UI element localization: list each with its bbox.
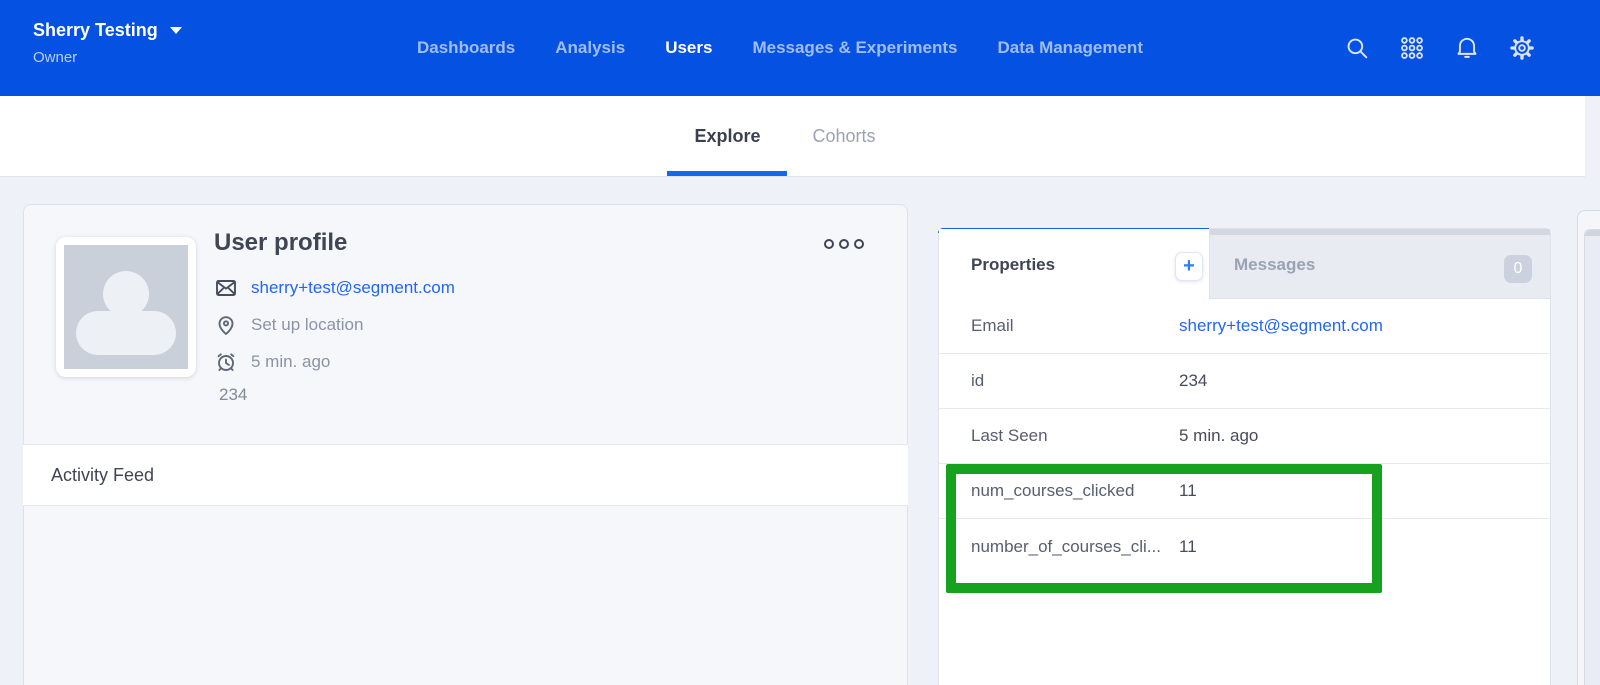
workspace-name[interactable]: Sherry Testing: [33, 20, 158, 40]
location-pin-icon: [214, 313, 238, 337]
profile-last-seen: 5 min. ago: [251, 351, 331, 371]
notifications-bell-icon[interactable]: [1454, 35, 1480, 61]
properties-table: Email sherry+test@segment.com id 234 Las…: [939, 299, 1550, 574]
property-value: 234: [1179, 371, 1208, 390]
property-value-email-link[interactable]: sherry+test@segment.com: [1179, 316, 1383, 335]
nav-item-messages-experiments[interactable]: Messages & Experiments: [752, 38, 958, 57]
activity-feed-title: Activity Feed: [51, 464, 155, 485]
add-property-button[interactable]: +: [1175, 252, 1203, 281]
profile-user-id: 234: [219, 385, 248, 404]
nav-item-analysis[interactable]: Analysis: [555, 38, 626, 57]
activity-feed-section: Activity Feed: [23, 444, 908, 506]
messages-count-badge: 0: [1504, 255, 1532, 283]
profile-email-link[interactable]: sherry+test@segment.com: [251, 277, 455, 297]
envelope-icon: [214, 276, 238, 300]
messages-tab-label: Messages: [1234, 255, 1316, 274]
property-value: 5 min. ago: [1179, 426, 1259, 445]
table-row-last-seen: Last Seen 5 min. ago: [939, 409, 1550, 464]
next-card-sliver: [1577, 210, 1600, 685]
tab-messages[interactable]: Messages 0: [1209, 229, 1550, 299]
overflow-menu-icon[interactable]: [824, 239, 864, 249]
alarm-clock-icon: [214, 350, 238, 374]
apps-grid-icon[interactable]: [1399, 35, 1425, 61]
tab-explore[interactable]: Explore: [694, 96, 760, 176]
table-row-id: id 234: [939, 354, 1550, 409]
users-subtabs: Explore Cohorts: [0, 96, 1585, 177]
top-nav-bar: Sherry Testing Owner Dashboards Analysis…: [0, 0, 1600, 96]
search-icon[interactable]: [1344, 35, 1370, 61]
workspace-role: Owner: [33, 49, 78, 66]
user-profile-card: User profile sherry+test@segment.com: [23, 204, 908, 685]
nav-item-dashboards[interactable]: Dashboards: [417, 38, 516, 57]
property-key: number_of_courses_cli...: [971, 536, 1161, 556]
properties-tab-label: Properties: [971, 255, 1056, 274]
profile-set-up-location[interactable]: Set up location: [251, 314, 364, 334]
chevron-down-icon: [169, 27, 182, 34]
header-icons: [1344, 0, 1535, 96]
profile-card-title: User profile: [214, 229, 348, 256]
workspace-switcher[interactable]: Sherry Testing Owner: [33, 20, 182, 66]
property-key: num_courses_clicked: [971, 481, 1135, 500]
main-content: User profile sherry+test@segment.com: [0, 177, 1600, 685]
avatar: [56, 237, 196, 377]
property-value: 11: [1179, 536, 1197, 556]
profile-email-row: sherry+test@segment.com: [214, 269, 455, 306]
next-card-inner-edge: [1584, 229, 1600, 685]
property-value: 11: [1179, 481, 1197, 500]
properties-card: Properties + Messages 0 Email sherry+tes…: [938, 228, 1551, 685]
table-row-num-courses-clicked: num_courses_clicked 11: [939, 464, 1550, 519]
table-row-email: Email sherry+test@segment.com: [939, 299, 1550, 354]
avatar-head-shape: [103, 271, 149, 317]
nav-item-data-management[interactable]: Data Management: [997, 38, 1143, 57]
property-key: Email: [971, 316, 1014, 335]
main-nav: Dashboards Analysis Users Messages & Exp…: [417, 0, 1143, 96]
property-key: id: [971, 371, 985, 390]
avatar-body-shape: [76, 311, 176, 355]
tab-cohorts[interactable]: Cohorts: [812, 125, 876, 146]
nav-item-users[interactable]: Users: [665, 38, 713, 57]
property-key: Last Seen: [971, 426, 1048, 445]
tab-properties[interactable]: Properties +: [939, 229, 1209, 299]
table-row-number-of-courses-clicked: number_of_courses_cli... 11: [939, 519, 1550, 574]
settings-gear-icon[interactable]: [1509, 35, 1535, 61]
profile-last-seen-row: 5 min. ago: [214, 343, 455, 380]
profile-location-row: Set up location: [214, 306, 455, 343]
